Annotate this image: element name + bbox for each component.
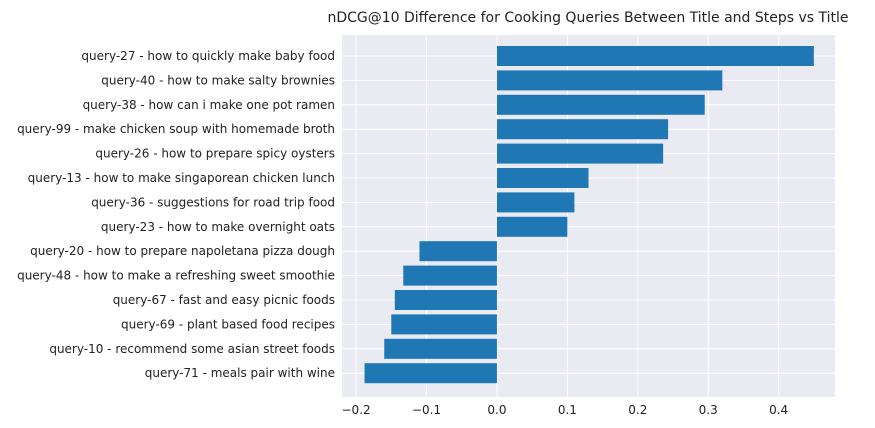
bar <box>496 192 575 213</box>
y-tick-label: query-40 - how to make salty brownies <box>101 73 335 87</box>
y-tick-label: query-69 - plant based food recipes <box>121 317 335 331</box>
y-tick-labels: query-27 - how to quickly make baby food… <box>17 49 335 380</box>
y-tick-label: query-71 - meals pair with wine <box>145 366 335 380</box>
bar <box>394 290 497 310</box>
y-tick-label: query-36 - suggestions for road trip foo… <box>91 195 335 209</box>
bar <box>496 216 568 237</box>
x-tick-label: 0.4 <box>769 403 788 417</box>
bar <box>364 363 497 384</box>
x-tick-label: −0.1 <box>412 403 441 417</box>
y-tick-label: query-20 - how to prepare napoletana piz… <box>30 244 335 258</box>
bars <box>364 46 814 384</box>
bar <box>496 46 814 66</box>
y-tick-label: query-99 - make chicken soup with homema… <box>17 122 335 136</box>
bar <box>496 94 705 115</box>
bar <box>496 70 723 91</box>
x-tick-label: 0.0 <box>487 403 506 417</box>
x-tick-label: −0.2 <box>342 403 371 417</box>
x-tick-labels: −0.2 −0.1 0.0 0.1 0.2 0.3 0.4 <box>342 403 789 417</box>
y-tick-label: query-23 - how to make overnight oats <box>101 220 335 234</box>
y-tick-label: query-38 - how can i make one pot ramen <box>83 98 335 112</box>
y-tick-label: query-13 - how to make singaporean chick… <box>28 171 335 185</box>
chart-title: nDCG@10 Difference for Cooking Queries B… <box>327 10 848 26</box>
y-tick-label: query-27 - how to quickly make baby food <box>81 49 335 63</box>
x-tick-label: 0.3 <box>699 403 718 417</box>
bar <box>496 143 664 164</box>
y-tick-label: query-48 - how to make a refreshing swee… <box>17 269 335 283</box>
bar <box>419 241 497 262</box>
x-tick-label: 0.2 <box>628 403 647 417</box>
y-tick-label: query-67 - fast and easy picnic foods <box>113 293 335 307</box>
y-tick-label: query-10 - recommend some asian street f… <box>49 342 335 356</box>
y-tick-label: query-26 - how to prepare spicy oysters <box>95 147 335 161</box>
x-tick-label: 0.1 <box>558 403 577 417</box>
bar <box>384 338 497 359</box>
bar <box>403 265 497 286</box>
bar <box>496 119 669 140</box>
bar <box>391 314 497 335</box>
bar <box>496 168 589 188</box>
